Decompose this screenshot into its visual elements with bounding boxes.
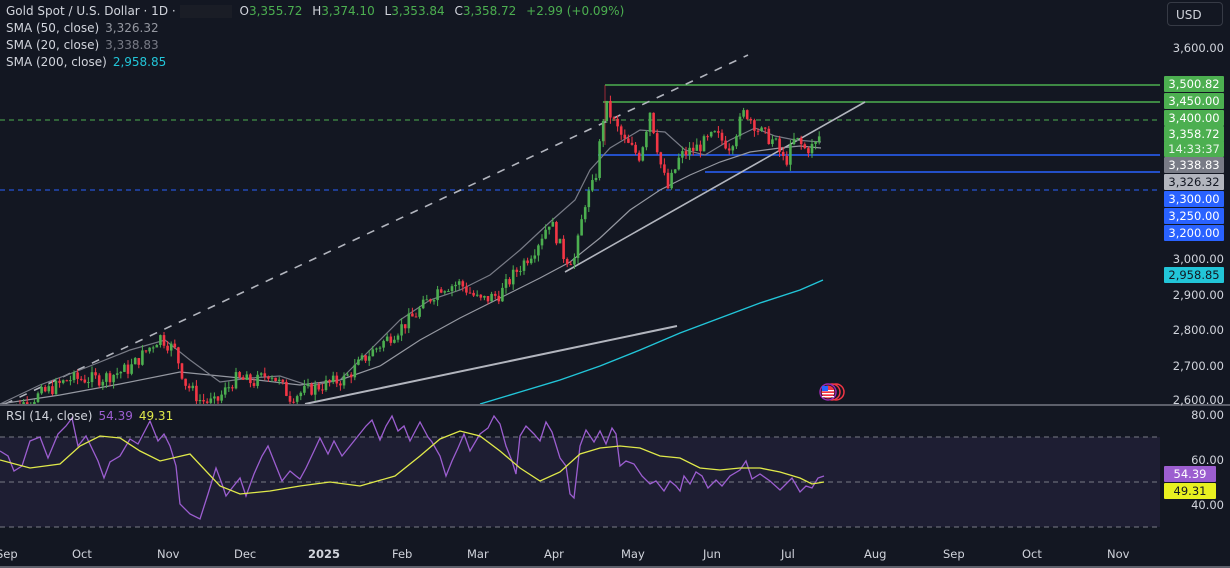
price-label-3300: 3,300.00 bbox=[1164, 191, 1224, 207]
sma50-label: SMA (50, close) bbox=[6, 21, 100, 35]
time-label-year: 2025 bbox=[308, 547, 341, 561]
candles bbox=[15, 95, 821, 404]
time-label: Nov bbox=[1107, 547, 1130, 561]
time-label: Jul bbox=[781, 547, 795, 561]
time-label: Apr bbox=[544, 547, 564, 561]
high-value: 3,374.10 bbox=[321, 4, 375, 18]
price-tick: 2,800.00 bbox=[1172, 323, 1224, 337]
sma50-value: 3,326.32 bbox=[105, 21, 159, 35]
rsi-tick: 40.00 bbox=[1191, 498, 1224, 512]
price-chart-pane[interactable]: Gold Spot / U.S. Dollar · 1D · O3,355.72… bbox=[0, 0, 1160, 404]
sma20-line bbox=[0, 127, 822, 404]
open-label: O bbox=[239, 4, 249, 18]
symbol-legend[interactable]: Gold Spot / U.S. Dollar · 1D · O3,355.72… bbox=[6, 3, 624, 20]
time-label: Dec bbox=[234, 547, 257, 561]
time-label: May bbox=[621, 547, 645, 561]
rsi-ma-line bbox=[0, 430, 825, 495]
close-label: C bbox=[454, 4, 463, 18]
rsi-canvas[interactable] bbox=[0, 406, 1160, 534]
indicator-legend-sma20[interactable]: SMA (20, close) 3,338.83 bbox=[6, 37, 159, 54]
rsi-ma-value-label: 49.31 bbox=[1164, 483, 1216, 499]
currency-button[interactable]: USD bbox=[1167, 2, 1223, 26]
us-economic-event-icon bbox=[819, 383, 845, 401]
rsi-line bbox=[0, 414, 825, 520]
price-label-3250: 3,250.00 bbox=[1164, 208, 1224, 224]
low-label: L bbox=[384, 4, 392, 18]
sma20-value: 3,338.83 bbox=[105, 38, 159, 52]
open-value: 3,355.72 bbox=[248, 4, 303, 18]
sma200-label: SMA (200, close) bbox=[6, 55, 107, 69]
price-tick: 3,600.00 bbox=[1172, 41, 1224, 55]
time-label: Oct bbox=[1022, 547, 1042, 561]
bar-countdown-label: 14:33:37 bbox=[1164, 141, 1224, 157]
sma50-price-label: 3,326.32 bbox=[1164, 174, 1224, 190]
change-value: +2.99 (+0.09%) bbox=[526, 4, 625, 18]
rsi-label: RSI (14, close) bbox=[6, 409, 93, 423]
symbol-title[interactable]: Gold Spot / U.S. Dollar · 1D · bbox=[6, 4, 176, 18]
close-value: 3,358.72 bbox=[462, 4, 517, 18]
redacted-source bbox=[179, 5, 232, 18]
sma20-price-label: 3,338.83 bbox=[1164, 157, 1224, 173]
price-tick: 2,600.00 bbox=[1172, 393, 1224, 407]
sma200-value: 2,958.85 bbox=[112, 55, 167, 69]
rsi-ma-value: 49.31 bbox=[138, 409, 174, 423]
rsi-pane[interactable]: RSI (14, close) 54.39 49.31 bbox=[0, 406, 1160, 534]
bottom-border bbox=[0, 566, 1230, 568]
rsi-value-label: 54.39 bbox=[1164, 466, 1216, 482]
low-value: 3,353.84 bbox=[391, 4, 445, 18]
time-label: Aug bbox=[864, 547, 887, 561]
time-label: Mar bbox=[467, 547, 489, 561]
time-label: Nov bbox=[157, 547, 180, 561]
price-chart-canvas[interactable] bbox=[0, 0, 1160, 404]
price-label-3500: 3,500.82 bbox=[1164, 76, 1224, 92]
rsi-value: 54.39 bbox=[98, 409, 133, 423]
price-tick: 3,000.00 bbox=[1172, 252, 1224, 266]
price-label-3200: 3,200.00 bbox=[1164, 225, 1224, 241]
rsi-axis[interactable]: 80.00 60.00 40.00 bbox=[1160, 406, 1230, 534]
price-tick: 2,700.00 bbox=[1172, 359, 1224, 373]
time-label: Oct bbox=[72, 547, 92, 561]
indicator-legend-sma200[interactable]: SMA (200, close) 2,958.85 bbox=[6, 54, 166, 71]
time-label: Sep bbox=[0, 547, 18, 561]
sma20-label: SMA (20, close) bbox=[6, 38, 100, 52]
sma200-price-label: 2,958.85 bbox=[1164, 267, 1224, 283]
rsi-legend[interactable]: RSI (14, close) 54.39 49.31 bbox=[6, 408, 173, 425]
pane-separator[interactable] bbox=[0, 404, 1230, 406]
trendline-upper bbox=[564, 101, 866, 273]
time-label: Feb bbox=[392, 547, 413, 561]
price-tick: 2,900.00 bbox=[1172, 288, 1224, 302]
time-label: Sep bbox=[943, 547, 965, 561]
rsi-tick: 60.00 bbox=[1191, 453, 1224, 467]
sma200-line bbox=[479, 279, 824, 404]
price-axis[interactable]: USD 3,600.00 3,000.00 2,900.00 2,800.00 … bbox=[1160, 0, 1230, 407]
price-label-3400: 3,400.00 bbox=[1164, 110, 1224, 126]
time-label: Jun bbox=[703, 547, 721, 561]
trendline-lower bbox=[304, 325, 678, 404]
price-label-3450: 3,450.00 bbox=[1164, 93, 1224, 109]
high-label: H bbox=[312, 4, 322, 18]
rsi-tick: 80.00 bbox=[1191, 408, 1224, 422]
indicator-legend-sma50[interactable]: SMA (50, close) 3,326.32 bbox=[6, 20, 159, 37]
current-price-label: 3,358.72 bbox=[1164, 126, 1224, 142]
